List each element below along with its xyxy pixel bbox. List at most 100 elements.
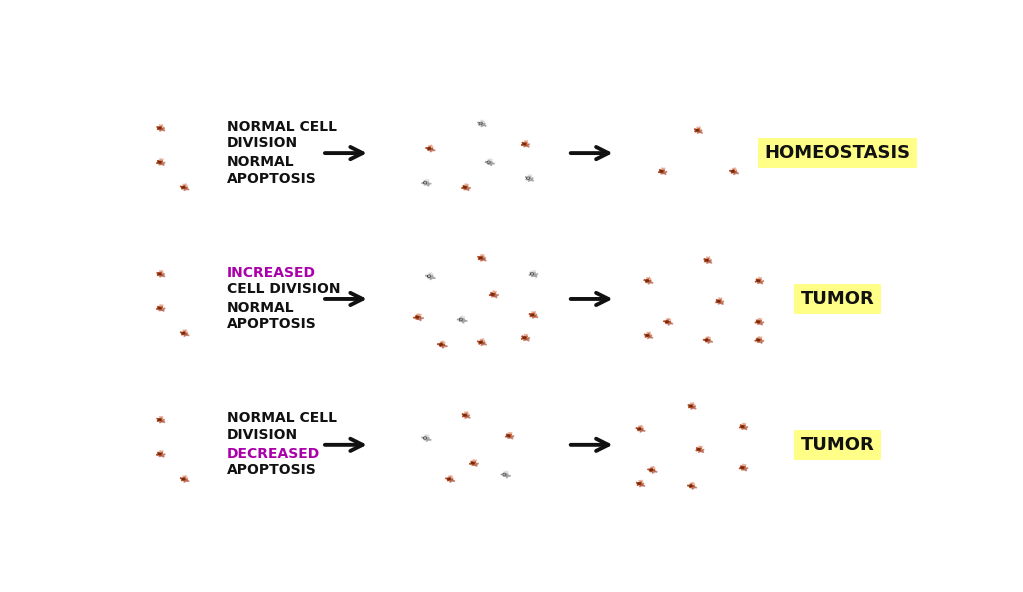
- Polygon shape: [157, 452, 163, 456]
- Polygon shape: [429, 145, 433, 147]
- Polygon shape: [157, 306, 163, 310]
- Circle shape: [757, 339, 759, 340]
- Polygon shape: [426, 146, 433, 150]
- Polygon shape: [159, 451, 164, 453]
- Polygon shape: [687, 484, 695, 488]
- Polygon shape: [757, 318, 762, 321]
- Circle shape: [440, 344, 442, 345]
- Polygon shape: [464, 184, 469, 186]
- Polygon shape: [491, 294, 498, 298]
- Polygon shape: [646, 280, 653, 284]
- Polygon shape: [480, 120, 485, 123]
- Polygon shape: [757, 321, 764, 325]
- Polygon shape: [696, 448, 702, 451]
- Circle shape: [425, 182, 426, 183]
- Polygon shape: [636, 427, 642, 431]
- Circle shape: [706, 339, 708, 340]
- Text: NORMAL: NORMAL: [227, 301, 295, 315]
- Polygon shape: [470, 461, 476, 465]
- Circle shape: [480, 123, 482, 124]
- Circle shape: [424, 182, 427, 184]
- Polygon shape: [480, 255, 484, 257]
- Polygon shape: [448, 478, 455, 482]
- Polygon shape: [472, 462, 479, 466]
- Circle shape: [523, 337, 526, 339]
- Polygon shape: [638, 483, 644, 487]
- Polygon shape: [699, 446, 703, 448]
- Circle shape: [503, 474, 505, 475]
- Polygon shape: [697, 130, 703, 133]
- Polygon shape: [507, 435, 514, 439]
- Polygon shape: [182, 478, 189, 482]
- Polygon shape: [695, 128, 700, 132]
- Polygon shape: [461, 185, 469, 189]
- Polygon shape: [488, 159, 493, 162]
- Text: APOPTOSIS: APOPTOSIS: [227, 464, 317, 477]
- Polygon shape: [666, 321, 673, 325]
- Polygon shape: [478, 256, 484, 260]
- Polygon shape: [757, 336, 762, 339]
- Polygon shape: [424, 437, 432, 442]
- Polygon shape: [183, 475, 187, 478]
- Circle shape: [428, 148, 431, 149]
- Circle shape: [159, 453, 161, 455]
- Polygon shape: [459, 318, 468, 323]
- Polygon shape: [647, 332, 651, 334]
- Circle shape: [731, 170, 733, 172]
- Polygon shape: [426, 274, 433, 278]
- Circle shape: [646, 280, 649, 281]
- Polygon shape: [159, 453, 165, 457]
- Polygon shape: [524, 337, 530, 341]
- Polygon shape: [472, 459, 477, 462]
- Polygon shape: [446, 477, 452, 481]
- Circle shape: [523, 143, 526, 144]
- Polygon shape: [507, 432, 513, 435]
- Polygon shape: [664, 320, 670, 324]
- Text: DIVISION: DIVISION: [227, 136, 298, 150]
- Polygon shape: [160, 124, 164, 127]
- Polygon shape: [531, 274, 538, 277]
- Text: INCREASED: INCREASED: [227, 266, 316, 279]
- Polygon shape: [757, 280, 764, 284]
- Polygon shape: [648, 468, 655, 472]
- Text: HOMEOSTASIS: HOMEOSTASIS: [764, 144, 910, 162]
- Circle shape: [757, 280, 759, 281]
- Polygon shape: [524, 334, 528, 337]
- Polygon shape: [501, 472, 508, 477]
- Polygon shape: [424, 182, 432, 186]
- Circle shape: [428, 275, 431, 277]
- Polygon shape: [180, 185, 186, 189]
- Polygon shape: [755, 279, 761, 282]
- Polygon shape: [716, 300, 721, 303]
- Polygon shape: [437, 342, 445, 347]
- Circle shape: [159, 273, 161, 275]
- Circle shape: [182, 478, 184, 480]
- Polygon shape: [462, 414, 468, 417]
- Polygon shape: [440, 343, 447, 348]
- Polygon shape: [531, 314, 538, 318]
- Polygon shape: [487, 162, 495, 166]
- Circle shape: [159, 162, 161, 163]
- Polygon shape: [638, 428, 646, 432]
- Text: TUMOR: TUMOR: [801, 436, 875, 454]
- Polygon shape: [428, 272, 434, 275]
- Circle shape: [696, 130, 699, 131]
- Circle shape: [706, 259, 708, 261]
- Polygon shape: [638, 425, 643, 428]
- Circle shape: [531, 314, 533, 316]
- Polygon shape: [159, 274, 165, 277]
- Polygon shape: [464, 415, 471, 419]
- Text: CELL DIVISION: CELL DIVISION: [227, 282, 341, 296]
- Circle shape: [159, 419, 161, 420]
- Polygon shape: [528, 178, 534, 181]
- Polygon shape: [666, 318, 671, 321]
- Polygon shape: [529, 313, 535, 317]
- Polygon shape: [524, 140, 528, 143]
- Polygon shape: [647, 277, 652, 280]
- Polygon shape: [421, 436, 429, 440]
- Polygon shape: [428, 148, 435, 152]
- Polygon shape: [529, 272, 535, 276]
- Polygon shape: [425, 179, 430, 182]
- Polygon shape: [718, 298, 722, 300]
- Circle shape: [690, 406, 692, 407]
